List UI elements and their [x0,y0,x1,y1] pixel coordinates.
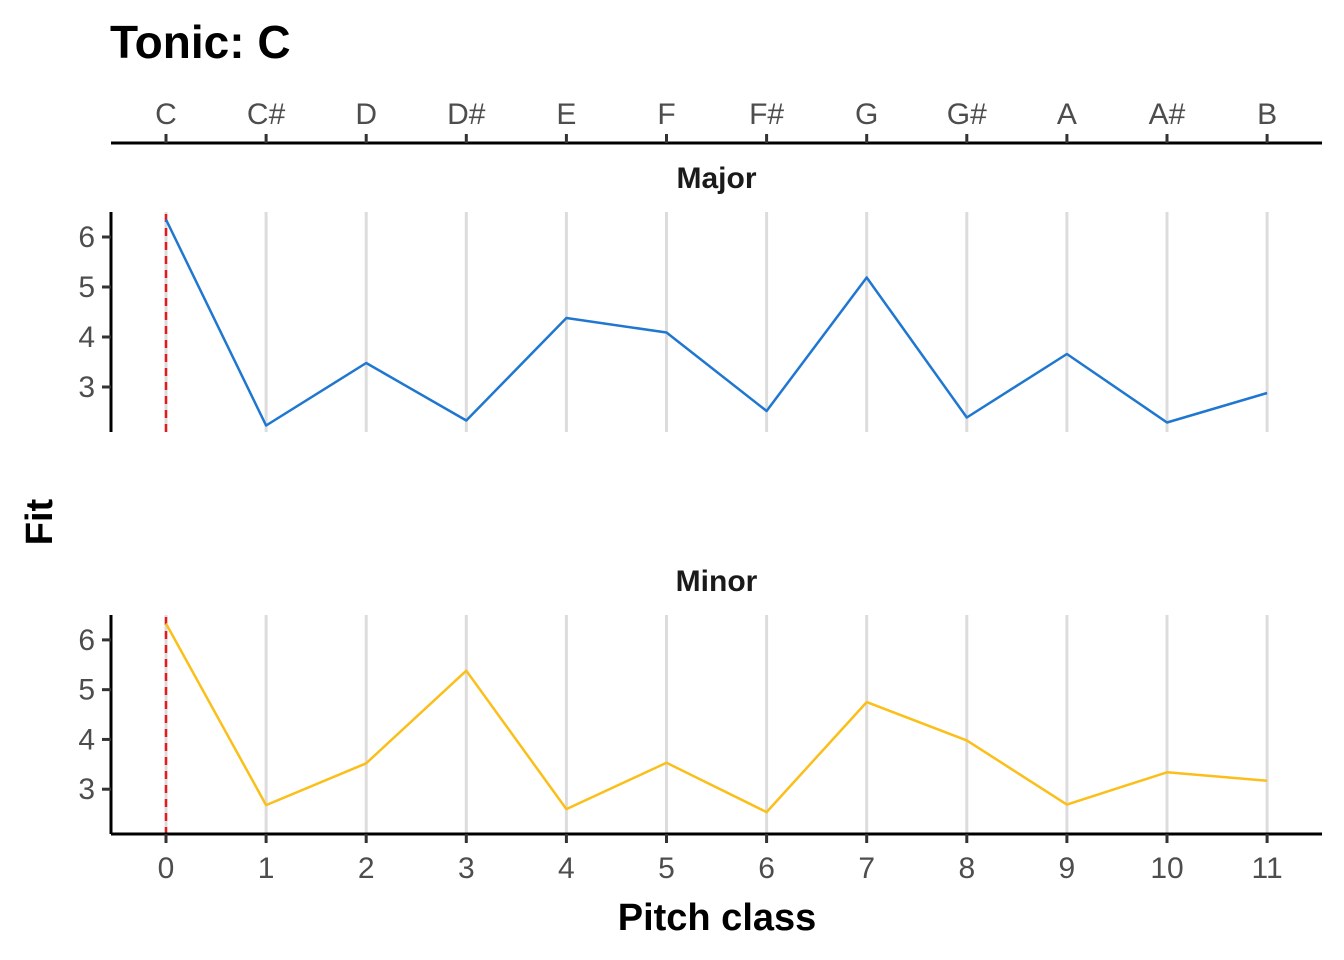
x-tick-label: 9 [1059,852,1076,885]
y-tick-label: 5 [78,271,95,304]
x-tick-label: 10 [1150,852,1183,885]
x-tick-label: 7 [858,852,875,885]
top-tick-label: C# [247,98,286,131]
x-tick-label: 6 [758,852,775,885]
y-tick-label: 4 [78,723,95,756]
bottom-axis: 0 1 2 3 4 5 6 7 8 9 10 11 [111,832,1322,885]
panel-major: Major 3 4 5 6 [78,162,1269,432]
top-tick-label: D [355,98,377,131]
top-tick-label: F# [749,98,784,131]
top-tick-label: G# [947,98,987,131]
x-tick-label: 5 [658,852,675,885]
y-tick-label: 6 [78,624,95,657]
top-tick-label: F [657,98,675,131]
top-tick-label: A# [1149,98,1186,131]
top-tick-label: D# [447,98,486,131]
panel-minor: Minor 3 4 5 6 [78,565,1269,834]
x-tick-label: 1 [258,852,275,885]
x-tick-label: 2 [358,852,375,885]
chart-title: Tonic: C [110,16,291,68]
x-tick-label: 3 [458,852,475,885]
top-axis: C C# D D# E F F# G G# A A# B [111,98,1322,145]
series-line-major [164,218,1268,427]
facet-label: Major [676,162,756,195]
y-axis-title: Fit [19,498,61,545]
facet-label: Minor [676,565,758,598]
top-tick-label: G [855,98,878,131]
y-tick-label: 6 [78,221,95,254]
top-tick-label: E [556,98,576,131]
y-tick-label: 3 [78,371,95,404]
x-tick-label: 8 [958,852,975,885]
x-tick-label: 0 [158,852,175,885]
y-tick-label: 3 [78,773,95,806]
y-tick-label: 5 [78,674,95,707]
y-tick-label: 4 [78,321,95,354]
top-tick-label: C [155,98,177,131]
x-tick-label: 11 [1252,852,1283,885]
x-axis-title: Pitch class [618,897,817,939]
top-tick-label: A [1057,98,1077,131]
top-tick-label: B [1257,98,1277,131]
x-tick-label: 4 [558,852,575,885]
series-line-minor [164,622,1268,814]
